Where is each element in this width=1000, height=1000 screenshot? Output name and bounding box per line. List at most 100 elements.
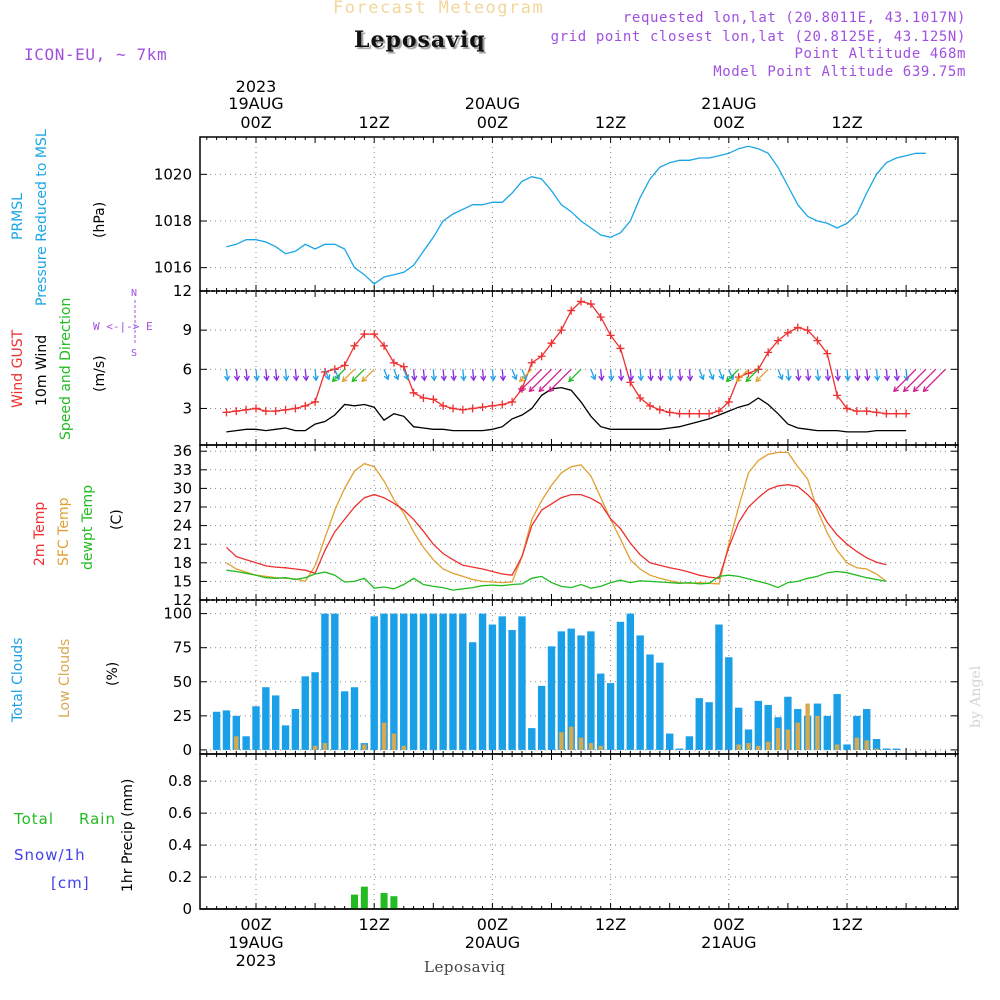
model-label: ICON-EU, ~ 7km <box>24 45 168 64</box>
gust-marker <box>330 365 339 374</box>
wind-direction-arrow <box>432 369 435 381</box>
total-cloud-bar <box>685 736 694 750</box>
bottom-hour-label: 12Z <box>359 915 390 934</box>
wind-arrow-head <box>755 376 762 383</box>
gust-marker <box>488 401 497 410</box>
gust-marker <box>655 405 664 414</box>
gust-marker <box>695 409 704 418</box>
model-altitude: Model Point Altitude 639.75m <box>713 64 966 80</box>
gust-marker <box>833 391 842 400</box>
gust-marker <box>498 400 507 409</box>
y-tick-label: 33 <box>173 461 192 479</box>
y-tick-label: 6 <box>182 360 192 378</box>
wind-direction-arrow <box>600 369 603 381</box>
total-cloud-bar <box>744 729 753 750</box>
rain-bar <box>351 894 358 909</box>
wind-direction-arrow <box>629 369 632 381</box>
wind-arrow-head <box>518 376 525 383</box>
low-cloud-bar <box>864 740 869 750</box>
wind-direction-arrow <box>718 369 724 380</box>
wind-arrow-head <box>430 375 438 382</box>
gust-marker <box>616 344 625 353</box>
snow-unit-label: [cm] <box>51 874 90 892</box>
y-tick-label: 0.8 <box>168 772 192 790</box>
gust-marker <box>675 409 684 418</box>
compass-s: S <box>131 348 138 359</box>
gust-marker <box>636 394 645 403</box>
gust-marker <box>793 323 802 332</box>
gust-marker <box>527 358 536 367</box>
wind-direction-arrow <box>639 369 642 381</box>
wind-arrow-head <box>824 375 832 382</box>
y-tick-label: 0 <box>182 741 192 759</box>
low-cloud-bar <box>578 737 584 750</box>
gust-marker <box>301 401 310 410</box>
wind-direction-arrow <box>875 369 879 381</box>
low-cloud-bar <box>322 743 328 750</box>
wind-arrow-head <box>922 386 929 393</box>
top-year-label: 2023 <box>236 77 277 96</box>
total-cloud-bar <box>675 748 684 750</box>
total-cloud-bar <box>272 695 280 750</box>
total-cloud-bar <box>232 715 240 750</box>
total-cloud-bar <box>321 613 329 750</box>
gust-marker <box>577 297 586 306</box>
compass-n: N <box>131 288 138 299</box>
y-tick-label: 30 <box>173 479 192 497</box>
top-date-label: 20AUG <box>465 94 520 113</box>
low-cloud-bar <box>381 722 387 750</box>
dewpt-temp-line <box>226 569 887 591</box>
wind-direction-arrow <box>245 369 248 381</box>
total-cloud-bar <box>439 613 447 750</box>
gust-marker <box>902 409 911 418</box>
footer-location: Leposaviq <box>424 958 506 976</box>
gust-marker <box>478 403 487 412</box>
total-cloud-bar <box>222 710 231 750</box>
y-tick-label: 1016 <box>154 259 192 277</box>
wind-direction-arrow <box>393 369 399 380</box>
gust-marker <box>252 404 260 413</box>
total-cloud-bar <box>370 616 378 750</box>
wind-arrow-head <box>528 386 535 393</box>
wind-arrow-head <box>893 386 899 393</box>
panel-frame-4 <box>199 753 959 910</box>
wind-direction-arrow <box>225 369 229 381</box>
bottom-date-label: 19AUG <box>228 933 283 952</box>
gust-marker <box>537 352 546 361</box>
wind-arrow-head <box>777 374 784 381</box>
total-cloud-bar <box>537 685 546 750</box>
gust-marker <box>862 407 871 416</box>
wind-arrow-head <box>637 375 644 382</box>
low-cloud-bar <box>588 743 594 750</box>
wind-arrow-head <box>708 374 715 381</box>
rain-bar <box>390 896 398 909</box>
wind-arrow-head <box>292 375 300 382</box>
total-cloud-bar <box>498 616 506 750</box>
gust-marker <box>232 407 241 416</box>
wind-direction-arrow <box>659 369 662 381</box>
gust-marker <box>547 339 556 348</box>
total-cloud-bar <box>587 631 595 750</box>
wind-direction-arrow <box>609 369 613 381</box>
top-hour-label: 12Z <box>359 113 390 132</box>
total-cloud-bar <box>872 739 881 750</box>
wind-direction-arrow <box>255 369 258 381</box>
gust-marker <box>439 401 448 410</box>
y-tick-label: 9 <box>182 321 192 339</box>
total-cloud-bar <box>863 709 871 750</box>
wind-arrow-head <box>518 386 525 393</box>
low-cloud-bar <box>815 715 820 750</box>
bottom-hour-label: 12Z <box>831 915 862 934</box>
wind-arrow-head <box>667 375 674 382</box>
wind-direction-arrow <box>797 369 800 381</box>
wind-arrow-head <box>854 375 861 382</box>
wind-direction-arrow <box>728 369 734 380</box>
total-cloud-bar <box>764 704 772 750</box>
wind-arrow-head <box>698 374 705 381</box>
total-cloud-bar <box>508 629 516 750</box>
wind-direction-arrow <box>538 368 562 392</box>
low-cloud-bar <box>598 745 603 750</box>
temp-2m-line <box>225 484 887 580</box>
wind-arrow-head <box>383 374 390 381</box>
total-cloud-bar <box>518 616 526 750</box>
